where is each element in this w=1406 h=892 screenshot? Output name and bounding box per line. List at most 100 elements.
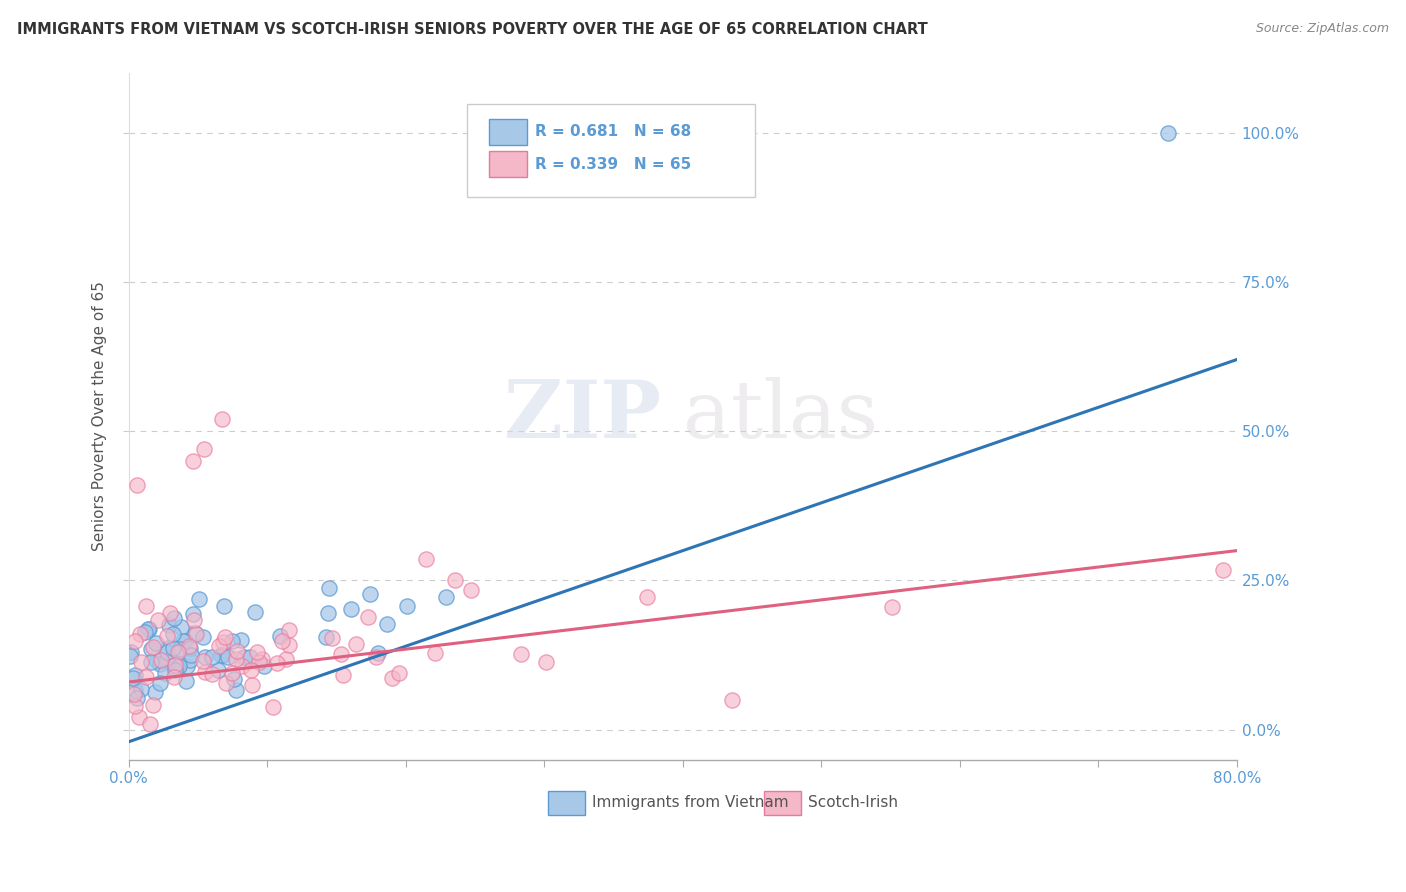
Point <box>153 665 176 680</box>
Point <box>165 657 187 672</box>
Point <box>172 634 194 648</box>
Point <box>163 670 186 684</box>
Point <box>250 651 273 665</box>
Point <box>125 690 148 705</box>
Point <box>166 660 188 674</box>
Point <box>460 583 482 598</box>
Point <box>181 454 204 468</box>
Point <box>266 656 288 670</box>
Point <box>443 573 465 587</box>
Point <box>188 592 211 607</box>
Point <box>122 687 145 701</box>
Point <box>135 599 157 614</box>
Point <box>194 665 217 679</box>
Point <box>136 622 159 636</box>
Point <box>239 650 262 665</box>
Y-axis label: Seniors Poverty Over the Age of 65: Seniors Poverty Over the Age of 65 <box>93 281 107 551</box>
Point <box>346 637 368 651</box>
FancyBboxPatch shape <box>548 791 585 814</box>
Point <box>167 659 190 673</box>
Point <box>318 582 340 596</box>
Point <box>231 659 253 673</box>
Point <box>129 682 152 697</box>
Point <box>193 442 215 457</box>
Point <box>145 636 167 650</box>
Point <box>149 653 172 667</box>
Point <box>253 659 276 673</box>
Point <box>534 655 557 669</box>
Point <box>332 667 354 681</box>
Point <box>156 629 179 643</box>
Point <box>329 647 352 661</box>
Point <box>139 655 162 669</box>
FancyBboxPatch shape <box>467 103 755 196</box>
Text: ZIP: ZIP <box>503 377 661 455</box>
Point <box>193 630 215 644</box>
Point <box>377 617 399 632</box>
Point <box>148 613 170 627</box>
Point <box>278 638 301 652</box>
Point <box>120 649 142 664</box>
Point <box>167 645 190 659</box>
Point <box>367 647 389 661</box>
Point <box>176 658 198 673</box>
Point <box>396 599 419 613</box>
Point <box>315 630 337 644</box>
Point <box>208 639 231 653</box>
Point <box>357 610 380 624</box>
Point <box>162 627 184 641</box>
Point <box>134 625 156 640</box>
FancyBboxPatch shape <box>763 791 801 814</box>
Point <box>246 644 269 658</box>
Point <box>270 634 292 648</box>
FancyBboxPatch shape <box>489 119 527 145</box>
Point <box>240 678 263 692</box>
Point <box>247 655 270 669</box>
Point <box>120 645 142 659</box>
Point <box>720 693 742 707</box>
Point <box>207 663 229 677</box>
Point <box>225 683 247 698</box>
Point <box>209 648 232 663</box>
Text: R = 0.339   N = 65: R = 0.339 N = 65 <box>536 157 692 172</box>
Point <box>183 614 205 628</box>
Point <box>162 640 184 655</box>
Point <box>142 640 165 654</box>
Point <box>139 642 162 657</box>
Text: R = 0.681   N = 68: R = 0.681 N = 68 <box>536 124 692 139</box>
Point <box>169 641 191 656</box>
Point <box>148 676 170 690</box>
Point <box>217 649 239 664</box>
Point <box>157 617 180 632</box>
Point <box>179 653 201 667</box>
Point <box>225 652 247 666</box>
Point <box>340 602 363 616</box>
Point <box>636 590 658 604</box>
Point <box>146 654 169 668</box>
Point <box>510 648 533 662</box>
Point <box>880 600 903 615</box>
Point <box>215 675 238 690</box>
Point <box>423 646 446 660</box>
Point <box>159 606 181 620</box>
Point <box>138 623 160 637</box>
Point <box>124 633 146 648</box>
Point <box>165 663 187 677</box>
Point <box>149 657 172 671</box>
Point <box>163 611 186 625</box>
Point <box>176 674 198 689</box>
Point <box>177 640 200 654</box>
Point <box>214 630 236 644</box>
Point <box>231 632 253 647</box>
Point <box>1212 563 1234 577</box>
Point <box>156 640 179 655</box>
Point <box>221 634 243 648</box>
Text: Source: ZipAtlas.com: Source: ZipAtlas.com <box>1256 22 1389 36</box>
Point <box>221 665 243 680</box>
Point <box>127 478 149 492</box>
Point <box>142 698 165 712</box>
Point <box>269 629 291 643</box>
Point <box>364 650 387 665</box>
Point <box>129 656 152 670</box>
Point <box>239 663 262 677</box>
